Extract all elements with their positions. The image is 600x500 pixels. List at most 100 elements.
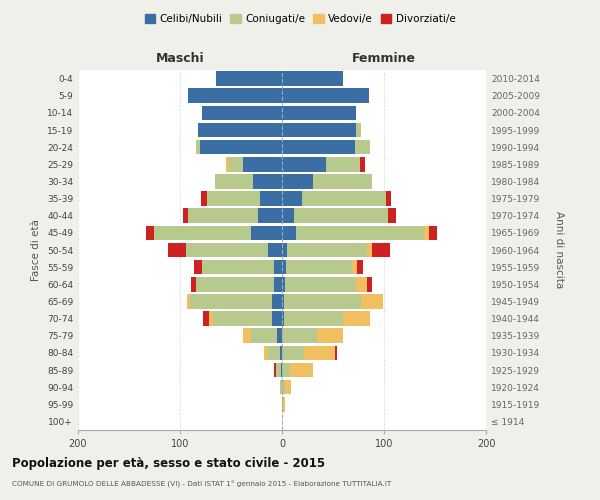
- Legend: Celibi/Nubili, Coniugati/e, Vedovi/e, Divorziati/e: Celibi/Nubili, Coniugati/e, Vedovi/e, Di…: [140, 10, 460, 29]
- Bar: [304, 346, 335, 360]
- Bar: [285, 380, 291, 394]
- Bar: [202, 192, 206, 206]
- Bar: [287, 242, 367, 258]
- Bar: [209, 312, 212, 326]
- Bar: [251, 328, 277, 343]
- Bar: [358, 260, 362, 274]
- Bar: [424, 226, 429, 240]
- Bar: [282, 88, 369, 103]
- Bar: [190, 294, 272, 308]
- Text: Femmine: Femmine: [352, 52, 416, 65]
- Bar: [282, 312, 284, 326]
- Bar: [194, 260, 202, 274]
- Bar: [196, 277, 274, 291]
- Bar: [226, 157, 229, 172]
- Bar: [302, 192, 386, 206]
- Bar: [335, 346, 337, 360]
- Bar: [206, 192, 260, 206]
- Bar: [272, 312, 282, 326]
- Bar: [282, 208, 294, 223]
- Bar: [356, 122, 361, 138]
- Y-axis label: Fasce di età: Fasce di età: [31, 219, 41, 281]
- Bar: [352, 260, 358, 274]
- Bar: [282, 380, 285, 394]
- Bar: [282, 157, 326, 172]
- Bar: [216, 72, 282, 86]
- Bar: [317, 328, 343, 343]
- Bar: [282, 122, 356, 138]
- Bar: [168, 242, 186, 258]
- Bar: [326, 157, 359, 172]
- Bar: [282, 174, 313, 188]
- Bar: [282, 277, 285, 291]
- Bar: [276, 362, 281, 378]
- Bar: [263, 346, 268, 360]
- Bar: [282, 242, 287, 258]
- Bar: [200, 140, 282, 154]
- Bar: [146, 226, 155, 240]
- Bar: [372, 242, 390, 258]
- Bar: [282, 226, 296, 240]
- Bar: [282, 260, 286, 274]
- Bar: [282, 192, 302, 206]
- Bar: [282, 294, 284, 308]
- Text: COMUNE DI GRUMOLO DELLE ABBADESSE (VI) - Dati ISTAT 1° gennaio 2015 - Elaborazio: COMUNE DI GRUMOLO DELLE ABBADESSE (VI) -…: [12, 481, 391, 488]
- Bar: [187, 294, 190, 308]
- Bar: [281, 362, 282, 378]
- Bar: [386, 192, 391, 206]
- Bar: [280, 380, 282, 394]
- Bar: [313, 174, 372, 188]
- Bar: [294, 208, 388, 223]
- Bar: [277, 328, 282, 343]
- Bar: [282, 397, 283, 411]
- Bar: [268, 346, 280, 360]
- Bar: [272, 294, 282, 308]
- Bar: [274, 277, 282, 291]
- Text: Popolazione per età, sesso e stato civile - 2015: Popolazione per età, sesso e stato civil…: [12, 458, 325, 470]
- Bar: [286, 260, 352, 274]
- Bar: [260, 192, 282, 206]
- Bar: [186, 242, 268, 258]
- Bar: [367, 277, 372, 291]
- Bar: [429, 226, 437, 240]
- Bar: [191, 277, 196, 291]
- Bar: [243, 157, 282, 172]
- Bar: [361, 294, 383, 308]
- Bar: [188, 88, 282, 103]
- Bar: [359, 157, 365, 172]
- Bar: [202, 260, 274, 274]
- Bar: [268, 242, 282, 258]
- Bar: [253, 174, 282, 188]
- Bar: [355, 140, 370, 154]
- Y-axis label: Anni di nascita: Anni di nascita: [554, 212, 564, 288]
- Bar: [290, 362, 313, 378]
- Bar: [367, 242, 372, 258]
- Bar: [283, 397, 285, 411]
- Bar: [215, 174, 253, 188]
- Bar: [285, 277, 356, 291]
- Bar: [282, 72, 343, 86]
- Bar: [229, 157, 243, 172]
- Bar: [282, 362, 290, 378]
- Bar: [274, 260, 282, 274]
- Bar: [199, 122, 282, 138]
- Bar: [196, 140, 200, 154]
- Bar: [284, 294, 361, 308]
- Bar: [296, 226, 424, 240]
- Bar: [343, 312, 370, 326]
- Bar: [282, 328, 317, 343]
- Bar: [188, 208, 257, 223]
- Bar: [284, 312, 343, 326]
- Bar: [282, 140, 355, 154]
- Bar: [212, 312, 272, 326]
- Bar: [183, 208, 188, 223]
- Text: Maschi: Maschi: [155, 52, 205, 65]
- Bar: [251, 226, 282, 240]
- Bar: [155, 226, 251, 240]
- Bar: [282, 106, 356, 120]
- Bar: [274, 362, 276, 378]
- Bar: [280, 346, 282, 360]
- Bar: [282, 346, 304, 360]
- Bar: [356, 277, 367, 291]
- Bar: [202, 106, 282, 120]
